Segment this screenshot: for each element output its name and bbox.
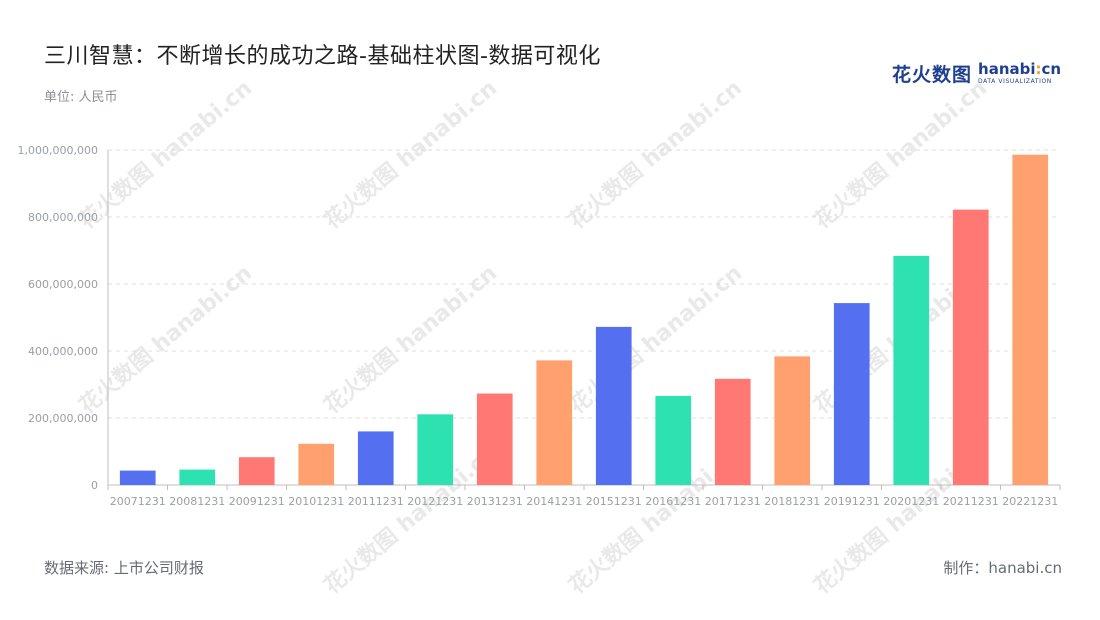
watermark: 花火数图 hanabi.cn [319, 440, 502, 599]
y-tick-label: 200,000,000 [28, 412, 98, 425]
watermark: 花火数图 hanabi.cn [564, 75, 747, 234]
bar-20101231 [298, 443, 335, 485]
x-tick-label: 20101231 [288, 495, 344, 508]
tick-labels: 0 200,000,000 400,000,000 600,000,000 800,00… [18, 144, 1059, 508]
x-tick-label: 20211231 [943, 495, 999, 508]
bar-20141231 [536, 360, 573, 485]
brand-en-text: hanabi:cn [978, 60, 1062, 78]
bars [119, 154, 1049, 485]
x-tick-label: 20111231 [348, 495, 404, 508]
y-tick-label: 600,000,000 [28, 278, 98, 291]
bar-20151231 [595, 326, 632, 485]
bar-20171231 [714, 378, 751, 485]
bar-20071231 [119, 470, 156, 485]
y-tick-label: 1,000,000,000 [18, 144, 98, 157]
credit-text: 制作：hanabi.cn [943, 559, 1062, 577]
bar-20191231 [833, 303, 870, 485]
brand-en-block: hanabi:cn DATA VISUALIZATION [978, 62, 1061, 85]
brand-logo: 花火数图 hanabi:cn DATA VISUALIZATION [892, 60, 1061, 87]
x-tick-label: 20121231 [407, 495, 463, 508]
watermark: 花火数图 hanabi.cn [74, 75, 257, 234]
x-tick-label: 20201231 [883, 495, 939, 508]
bar-20161231 [655, 395, 692, 485]
x-tick-label: 20071231 [110, 495, 166, 508]
brand-cn-text: 花火数图 [892, 64, 973, 86]
x-tick-label: 20191231 [824, 495, 880, 508]
x-tick-label: 20151231 [586, 495, 642, 508]
x-tick-label: 20161231 [645, 495, 701, 508]
x-tick-label: 20221231 [1002, 495, 1058, 508]
bar-20181231 [774, 356, 811, 485]
unit-label: 单位: 人民币 [44, 90, 118, 105]
x-tick-label: 20091231 [229, 495, 285, 508]
data-source: 数据来源: 上市公司财报 [44, 559, 204, 577]
bar-20111231 [357, 431, 394, 485]
bar-20211231 [952, 209, 989, 485]
bar-20221231 [1012, 154, 1049, 485]
watermark: 花火数图 hanabi.cn [319, 75, 502, 234]
brand-sub-text: DATA VISUALIZATION [978, 78, 1052, 85]
bar-20121231 [417, 414, 454, 485]
bar-20081231 [179, 469, 216, 485]
chart-title: 三川智慧：不断增长的成功之路-基础柱状图-数据可视化 [44, 44, 601, 69]
watermark: 花火数图 hanabi.cn [319, 260, 502, 419]
y-tick-label: 800,000,000 [28, 211, 98, 224]
y-tick-label: 0 [91, 479, 98, 492]
bar-20201231 [893, 255, 930, 485]
x-tick-label: 20081231 [169, 495, 225, 508]
bar-20131231 [476, 393, 513, 485]
x-tick-label: 20181231 [764, 495, 820, 508]
y-tick-label: 400,000,000 [28, 345, 98, 358]
x-tick-label: 20141231 [526, 495, 582, 508]
x-tick-label: 20131231 [467, 495, 523, 508]
bar-20091231 [238, 457, 275, 485]
x-tick-label: 20171231 [705, 495, 761, 508]
